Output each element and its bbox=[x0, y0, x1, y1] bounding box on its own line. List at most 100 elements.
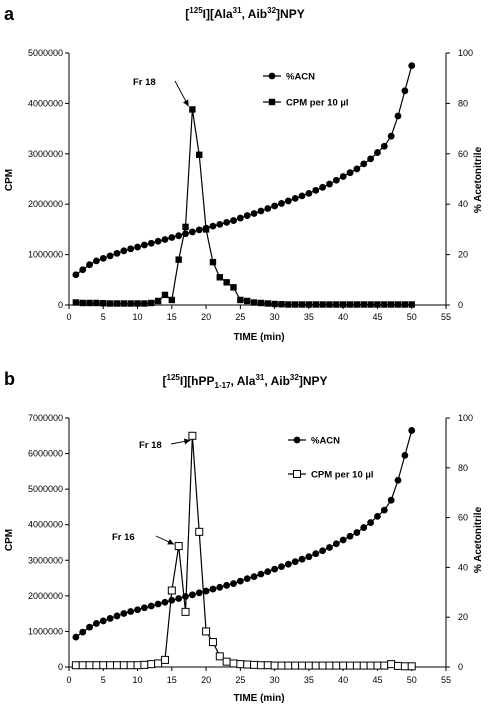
x-tick-label: 30 bbox=[270, 675, 280, 685]
data-point-acn bbox=[93, 620, 100, 627]
data-point-cpm bbox=[85, 661, 94, 670]
data-point-acn bbox=[147, 602, 155, 610]
y-left-tick-label: 3000000 bbox=[28, 555, 63, 565]
x-tick-label: 45 bbox=[372, 675, 382, 685]
x-tick-label: 15 bbox=[167, 675, 177, 685]
y-left-tick-label: 7000000 bbox=[28, 413, 63, 423]
x-tick-label: 15 bbox=[167, 312, 177, 322]
data-point-cpm bbox=[216, 274, 223, 281]
data-point-acn bbox=[120, 610, 128, 617]
data-point-acn bbox=[141, 241, 148, 249]
panel-label-b: b bbox=[4, 369, 15, 389]
data-point-acn bbox=[360, 160, 368, 168]
data-point-cpm bbox=[229, 659, 238, 668]
data-point-cpm bbox=[394, 301, 402, 308]
data-point-acn bbox=[339, 173, 347, 180]
data-point-cpm bbox=[352, 661, 361, 670]
x-tick-label: 40 bbox=[338, 675, 348, 685]
data-point-acn bbox=[188, 228, 196, 236]
x-tick-label: 55 bbox=[441, 312, 451, 322]
data-point-acn bbox=[367, 155, 374, 163]
y-right-tick-label: 20 bbox=[458, 612, 468, 622]
data-point-acn bbox=[134, 243, 141, 251]
data-point-cpm bbox=[209, 258, 217, 266]
legend-marker-cpm bbox=[268, 98, 276, 106]
data-point-acn bbox=[298, 555, 306, 563]
data-point-cpm bbox=[374, 301, 381, 308]
data-point-cpm bbox=[222, 657, 231, 666]
data-point-acn bbox=[127, 245, 135, 253]
data-point-cpm bbox=[367, 301, 374, 308]
data-point-cpm bbox=[257, 299, 265, 307]
data-point-acn bbox=[99, 254, 107, 262]
data-point-cpm bbox=[119, 661, 128, 670]
data-point-cpm bbox=[360, 301, 367, 308]
panel-a: a [125I][Ala31, Aib32]NPY CPM % Acetonit… bbox=[4, 4, 484, 343]
y-axis-right-label-b: % Acetonitrile bbox=[473, 506, 484, 573]
data-point-acn bbox=[298, 192, 306, 200]
data-point-cpm bbox=[106, 661, 115, 670]
y-right-tick-label: 80 bbox=[458, 463, 468, 473]
data-point-cpm bbox=[264, 300, 271, 307]
x-tick-label: 0 bbox=[66, 312, 71, 322]
data-point-acn bbox=[168, 596, 176, 604]
data-point-acn bbox=[154, 237, 162, 245]
data-point-cpm bbox=[311, 661, 320, 670]
plot-area-b: 0 5 10 15 20 25 30 35 40 45 50 55 0 1000000 2000000 300… bbox=[28, 413, 473, 685]
data-point-acn bbox=[367, 519, 374, 526]
data-point-acn bbox=[209, 222, 217, 230]
data-point-cpm bbox=[394, 661, 403, 670]
data-point-cpm bbox=[319, 301, 326, 308]
data-point-cpm bbox=[160, 655, 169, 664]
data-point-acn bbox=[319, 547, 327, 555]
data-point-cpm bbox=[208, 638, 217, 647]
data-point-cpm bbox=[78, 661, 87, 670]
x-tick-label: 50 bbox=[407, 675, 417, 685]
data-point-cpm bbox=[86, 299, 93, 307]
data-point-cpm bbox=[167, 586, 176, 595]
y-left-tick-label: 0 bbox=[58, 300, 63, 310]
data-point-cpm bbox=[387, 660, 396, 669]
y-right-tick-label: 60 bbox=[458, 513, 468, 523]
data-point-acn bbox=[230, 217, 237, 224]
data-point-cpm bbox=[113, 300, 121, 307]
data-point-acn bbox=[339, 536, 347, 544]
data-point-cpm bbox=[161, 291, 169, 299]
data-point-acn bbox=[243, 575, 251, 583]
y-left-tick-label: 4000000 bbox=[28, 98, 63, 108]
data-point-acn bbox=[188, 591, 196, 599]
data-point-cpm bbox=[127, 300, 134, 307]
data-point-cpm bbox=[196, 151, 203, 159]
data-point-cpm bbox=[154, 297, 162, 305]
x-tick-label: 10 bbox=[133, 312, 143, 322]
data-point-acn bbox=[79, 628, 87, 636]
data-point-acn bbox=[326, 180, 333, 188]
data-point-cpm bbox=[79, 299, 86, 307]
data-point-cpm bbox=[298, 301, 306, 308]
x-axis-label-b: TIME (min) bbox=[233, 693, 284, 704]
data-point-acn bbox=[216, 220, 224, 228]
data-point-acn bbox=[175, 595, 183, 602]
data-point-acn bbox=[127, 608, 135, 615]
data-point-acn bbox=[394, 112, 402, 120]
legend-label: %ACN bbox=[311, 436, 340, 447]
legend-marker-cpm bbox=[293, 470, 301, 478]
data-point-cpm bbox=[174, 542, 183, 551]
x-tick-label: 35 bbox=[304, 675, 314, 685]
x-tick-label: 45 bbox=[372, 312, 382, 322]
data-point-acn bbox=[312, 186, 320, 194]
data-point-acn bbox=[99, 617, 107, 625]
data-point-cpm bbox=[270, 661, 279, 670]
legend-label: CPM per 10 µl bbox=[286, 98, 349, 109]
x-tick-label: 35 bbox=[304, 312, 314, 322]
x-tick-label: 55 bbox=[441, 675, 451, 685]
y-right-tick-label: 0 bbox=[458, 662, 463, 672]
data-point-acn bbox=[175, 232, 183, 240]
data-point-acn bbox=[278, 563, 285, 571]
data-point-acn bbox=[86, 261, 93, 269]
data-point-cpm bbox=[215, 652, 224, 661]
data-point-acn bbox=[271, 202, 279, 210]
series-line-acn bbox=[75, 65, 413, 276]
data-point-acn bbox=[202, 587, 210, 595]
data-point-acn bbox=[319, 183, 327, 191]
